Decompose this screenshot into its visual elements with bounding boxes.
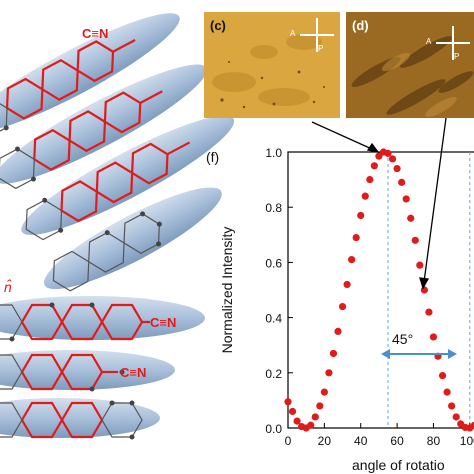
mesogen-ellipse	[0, 350, 175, 390]
x-tick-label: 40	[354, 434, 368, 448]
cn-label-mid2: C≡N	[120, 365, 146, 380]
x-tick-label: 60	[390, 434, 404, 448]
x-axis-label: angle of rotatio	[352, 457, 445, 473]
micrograph-c: (c) A P	[204, 12, 340, 118]
panel-c-label: (c)	[210, 18, 226, 33]
y-tick-label: 0.0	[265, 422, 282, 436]
data-point	[470, 421, 474, 429]
data-point	[384, 149, 392, 157]
data-point	[329, 349, 338, 358]
mesogen-ellipse	[21, 115, 235, 235]
y-tick-label: 0.4	[265, 312, 282, 326]
polarizer-cross-icon: A P	[426, 26, 470, 61]
angle-annotation: 45°	[381, 331, 457, 359]
data-point	[411, 236, 419, 244]
cn-label-mid1: C≡N	[150, 315, 176, 330]
cn-label-top: C≡N	[82, 26, 108, 41]
x-tick-label: 100	[460, 434, 474, 448]
director-label: n̂	[4, 279, 12, 295]
arrow-head-left	[381, 349, 390, 359]
data-point	[352, 233, 360, 242]
data-point	[361, 192, 369, 200]
data-point	[393, 164, 401, 173]
data-point	[293, 417, 301, 425]
data-point	[416, 261, 424, 269]
y-tick-label: 0.6	[265, 256, 282, 270]
data-point	[407, 214, 415, 222]
data-point	[325, 369, 333, 377]
x-tick-label: 0	[285, 434, 292, 448]
plot-frame	[287, 151, 474, 429]
angle-text: 45°	[392, 331, 413, 347]
y-tick-label: 1.0	[265, 146, 282, 160]
data-point	[429, 333, 438, 341]
mesogen-ellipse	[0, 398, 160, 438]
data-point	[366, 176, 374, 184]
y-tick-label: 0.8	[265, 201, 282, 215]
data-point	[288, 407, 297, 416]
y-axis-label: Normalized Intensity	[219, 227, 235, 354]
data-point	[334, 327, 342, 335]
x-tick-label: 20	[318, 434, 332, 448]
data-point	[398, 178, 406, 186]
y-tick-label: 0.2	[265, 367, 282, 381]
data-point	[375, 152, 383, 160]
polarizer-label: P	[318, 44, 324, 53]
data-point	[320, 388, 328, 396]
polarizer-cross-icon: A P	[290, 18, 334, 53]
data-point	[338, 302, 347, 311]
molecule-stack-top: C≡N	[0, 13, 235, 292]
x-tick-label: 80	[427, 434, 441, 448]
data-point	[438, 371, 447, 380]
analyzer-label: A	[290, 29, 296, 38]
data-point	[443, 388, 451, 396]
data-point	[370, 162, 378, 170]
panel-d-label: (d)	[352, 18, 369, 33]
data-point	[425, 308, 433, 316]
arrow-head-right	[448, 349, 457, 359]
data-point	[311, 413, 319, 421]
data-point	[343, 280, 351, 289]
mesogen-ellipse	[0, 64, 207, 184]
molecule-stack-bottom: n̂ C≡N C≡N	[0, 279, 205, 440]
micrograph-d: (d) A P	[346, 12, 474, 118]
data-point	[448, 402, 456, 410]
data-point	[307, 421, 315, 429]
data-point	[452, 413, 460, 421]
analyzer-label: A	[426, 37, 432, 46]
intensity-chart: 0.0 0.2 0.4 0.6 0.8 1.0 0 20 40 60 80 100 (f) Norm…	[206, 146, 474, 473]
data-point	[357, 211, 365, 220]
data-point	[316, 402, 324, 410]
panel-f-label: (f)	[206, 149, 219, 165]
polarizer-label: P	[454, 52, 460, 61]
data-point	[348, 256, 356, 264]
connector-arrows	[311, 117, 447, 290]
mesogen-ellipse	[0, 13, 180, 133]
data-point	[402, 195, 410, 203]
data-point	[284, 398, 292, 406]
data-point	[388, 155, 397, 163]
data-point	[420, 286, 428, 294]
